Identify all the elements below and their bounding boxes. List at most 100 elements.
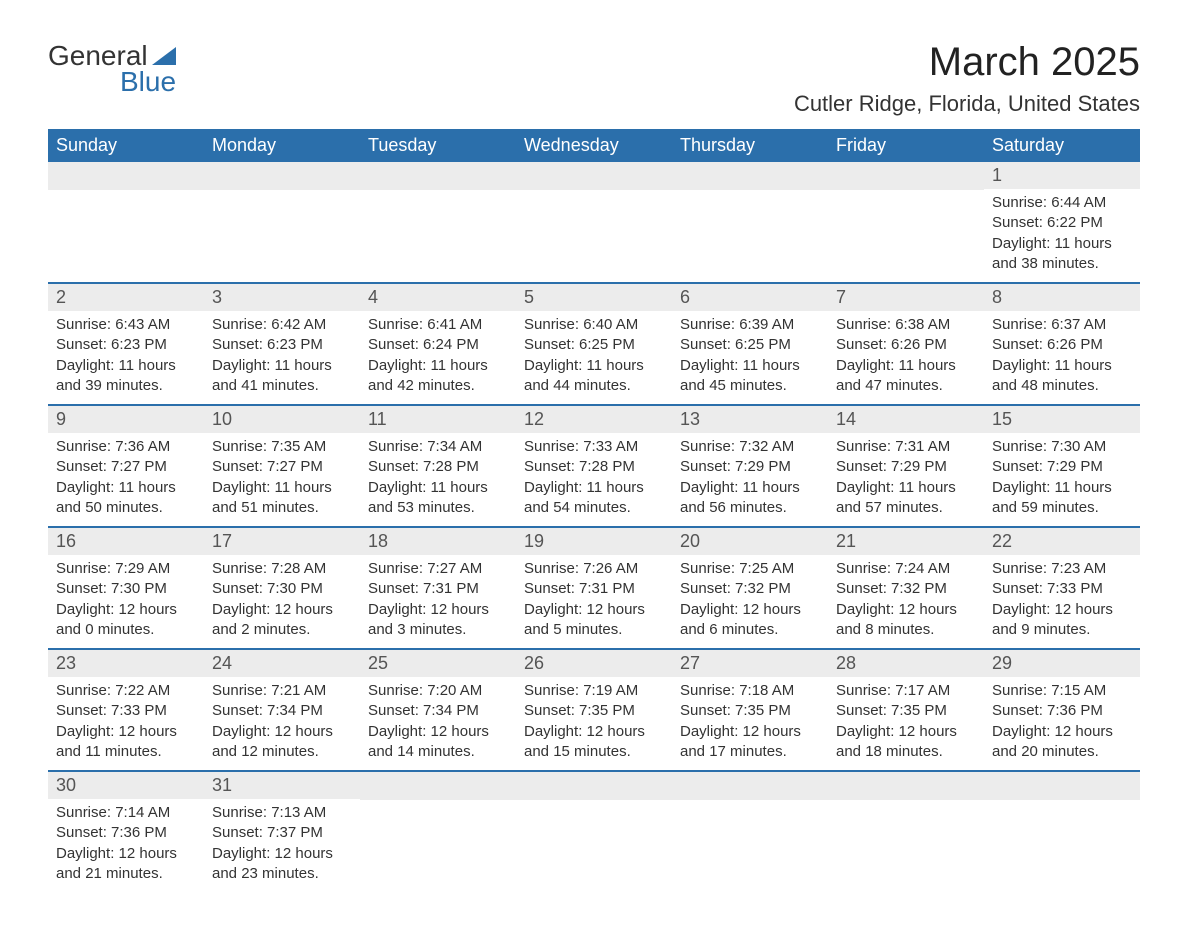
day-cell	[360, 162, 516, 282]
cell-body: Sunrise: 7:23 AMSunset: 7:33 PMDaylight:…	[984, 555, 1140, 648]
week-row: 23Sunrise: 7:22 AMSunset: 7:33 PMDayligh…	[48, 648, 1140, 770]
day-cell: 9Sunrise: 7:36 AMSunset: 7:27 PMDaylight…	[48, 406, 204, 526]
daylight2-text: and 57 minutes.	[836, 498, 976, 518]
daylight1-text: Daylight: 11 hours	[368, 478, 508, 498]
date-number: 22	[984, 528, 1140, 555]
cell-body: Sunrise: 7:27 AMSunset: 7:31 PMDaylight:…	[360, 555, 516, 648]
sunset-text: Sunset: 6:23 PM	[56, 335, 196, 355]
cell-body: Sunrise: 7:17 AMSunset: 7:35 PMDaylight:…	[828, 677, 984, 770]
date-number: 7	[828, 284, 984, 311]
daylight2-text: and 50 minutes.	[56, 498, 196, 518]
sunset-text: Sunset: 6:25 PM	[680, 335, 820, 355]
daylight2-text: and 41 minutes.	[212, 376, 352, 396]
daylight1-text: Daylight: 12 hours	[680, 600, 820, 620]
sunset-text: Sunset: 7:33 PM	[992, 579, 1132, 599]
date-number: 30	[48, 772, 204, 799]
sunset-text: Sunset: 7:36 PM	[992, 701, 1132, 721]
day-cell: 15Sunrise: 7:30 AMSunset: 7:29 PMDayligh…	[984, 406, 1140, 526]
daylight2-text: and 15 minutes.	[524, 742, 664, 762]
day-cell: 25Sunrise: 7:20 AMSunset: 7:34 PMDayligh…	[360, 650, 516, 770]
sunset-text: Sunset: 6:26 PM	[992, 335, 1132, 355]
cell-body: Sunrise: 6:39 AMSunset: 6:25 PMDaylight:…	[672, 311, 828, 404]
day-cell	[828, 772, 984, 892]
day-cell	[828, 162, 984, 282]
cell-body: Sunrise: 7:32 AMSunset: 7:29 PMDaylight:…	[672, 433, 828, 526]
day-header-monday: Monday	[204, 129, 360, 162]
daylight1-text: Daylight: 12 hours	[524, 600, 664, 620]
cell-body: Sunrise: 7:14 AMSunset: 7:36 PMDaylight:…	[48, 799, 204, 892]
sunset-text: Sunset: 7:37 PM	[212, 823, 352, 843]
date-number	[516, 162, 672, 190]
sunset-text: Sunset: 7:32 PM	[680, 579, 820, 599]
sunset-text: Sunset: 7:27 PM	[212, 457, 352, 477]
cell-body: Sunrise: 7:26 AMSunset: 7:31 PMDaylight:…	[516, 555, 672, 648]
date-number	[360, 772, 516, 800]
sunrise-text: Sunrise: 6:38 AM	[836, 315, 976, 335]
daylight1-text: Daylight: 12 hours	[992, 600, 1132, 620]
sunset-text: Sunset: 7:30 PM	[212, 579, 352, 599]
cell-body: Sunrise: 6:43 AMSunset: 6:23 PMDaylight:…	[48, 311, 204, 404]
day-header-thursday: Thursday	[672, 129, 828, 162]
sunrise-text: Sunrise: 7:35 AM	[212, 437, 352, 457]
daylight2-text: and 23 minutes.	[212, 864, 352, 884]
daylight2-text: and 54 minutes.	[524, 498, 664, 518]
date-number: 23	[48, 650, 204, 677]
daylight1-text: Daylight: 11 hours	[56, 478, 196, 498]
week-row: 16Sunrise: 7:29 AMSunset: 7:30 PMDayligh…	[48, 526, 1140, 648]
day-cell: 13Sunrise: 7:32 AMSunset: 7:29 PMDayligh…	[672, 406, 828, 526]
day-cell: 12Sunrise: 7:33 AMSunset: 7:28 PMDayligh…	[516, 406, 672, 526]
cell-body: Sunrise: 7:20 AMSunset: 7:34 PMDaylight:…	[360, 677, 516, 770]
date-number: 31	[204, 772, 360, 799]
sunrise-text: Sunrise: 6:41 AM	[368, 315, 508, 335]
daylight2-text: and 51 minutes.	[212, 498, 352, 518]
daylight1-text: Daylight: 11 hours	[524, 478, 664, 498]
location-subtitle: Cutler Ridge, Florida, United States	[794, 91, 1140, 117]
cell-body: Sunrise: 7:29 AMSunset: 7:30 PMDaylight:…	[48, 555, 204, 648]
day-cell: 2Sunrise: 6:43 AMSunset: 6:23 PMDaylight…	[48, 284, 204, 404]
day-cell	[204, 162, 360, 282]
date-number: 20	[672, 528, 828, 555]
cell-body: Sunrise: 7:22 AMSunset: 7:33 PMDaylight:…	[48, 677, 204, 770]
cell-body: Sunrise: 7:34 AMSunset: 7:28 PMDaylight:…	[360, 433, 516, 526]
day-header-sunday: Sunday	[48, 129, 204, 162]
date-number: 14	[828, 406, 984, 433]
sunset-text: Sunset: 7:27 PM	[56, 457, 196, 477]
sunset-text: Sunset: 7:28 PM	[368, 457, 508, 477]
cell-body: Sunrise: 7:15 AMSunset: 7:36 PMDaylight:…	[984, 677, 1140, 770]
sunrise-text: Sunrise: 7:30 AM	[992, 437, 1132, 457]
month-title: March 2025	[794, 40, 1140, 85]
date-number: 3	[204, 284, 360, 311]
sunset-text: Sunset: 7:31 PM	[524, 579, 664, 599]
sunrise-text: Sunrise: 7:21 AM	[212, 681, 352, 701]
date-number: 21	[828, 528, 984, 555]
sunrise-text: Sunrise: 6:43 AM	[56, 315, 196, 335]
sunrise-text: Sunrise: 7:19 AM	[524, 681, 664, 701]
daylight2-text: and 59 minutes.	[992, 498, 1132, 518]
sunset-text: Sunset: 6:22 PM	[992, 213, 1132, 233]
sunset-text: Sunset: 7:35 PM	[680, 701, 820, 721]
cell-body: Sunrise: 7:35 AMSunset: 7:27 PMDaylight:…	[204, 433, 360, 526]
cell-body: Sunrise: 7:21 AMSunset: 7:34 PMDaylight:…	[204, 677, 360, 770]
cell-body: Sunrise: 7:36 AMSunset: 7:27 PMDaylight:…	[48, 433, 204, 526]
day-cell: 29Sunrise: 7:15 AMSunset: 7:36 PMDayligh…	[984, 650, 1140, 770]
sunrise-text: Sunrise: 7:22 AM	[56, 681, 196, 701]
daylight1-text: Daylight: 12 hours	[836, 600, 976, 620]
daylight1-text: Daylight: 11 hours	[524, 356, 664, 376]
date-number	[828, 772, 984, 800]
date-number: 13	[672, 406, 828, 433]
sunrise-text: Sunrise: 7:36 AM	[56, 437, 196, 457]
sunset-text: Sunset: 7:29 PM	[680, 457, 820, 477]
day-cell: 6Sunrise: 6:39 AMSunset: 6:25 PMDaylight…	[672, 284, 828, 404]
daylight1-text: Daylight: 11 hours	[368, 356, 508, 376]
date-number	[516, 772, 672, 800]
day-header-friday: Friday	[828, 129, 984, 162]
date-number	[672, 162, 828, 190]
daylight1-text: Daylight: 11 hours	[836, 478, 976, 498]
daylight1-text: Daylight: 11 hours	[56, 356, 196, 376]
day-cell: 20Sunrise: 7:25 AMSunset: 7:32 PMDayligh…	[672, 528, 828, 648]
day-cell	[516, 162, 672, 282]
daylight2-text: and 39 minutes.	[56, 376, 196, 396]
cell-body: Sunrise: 7:19 AMSunset: 7:35 PMDaylight:…	[516, 677, 672, 770]
day-cell: 18Sunrise: 7:27 AMSunset: 7:31 PMDayligh…	[360, 528, 516, 648]
sunrise-text: Sunrise: 7:34 AM	[368, 437, 508, 457]
